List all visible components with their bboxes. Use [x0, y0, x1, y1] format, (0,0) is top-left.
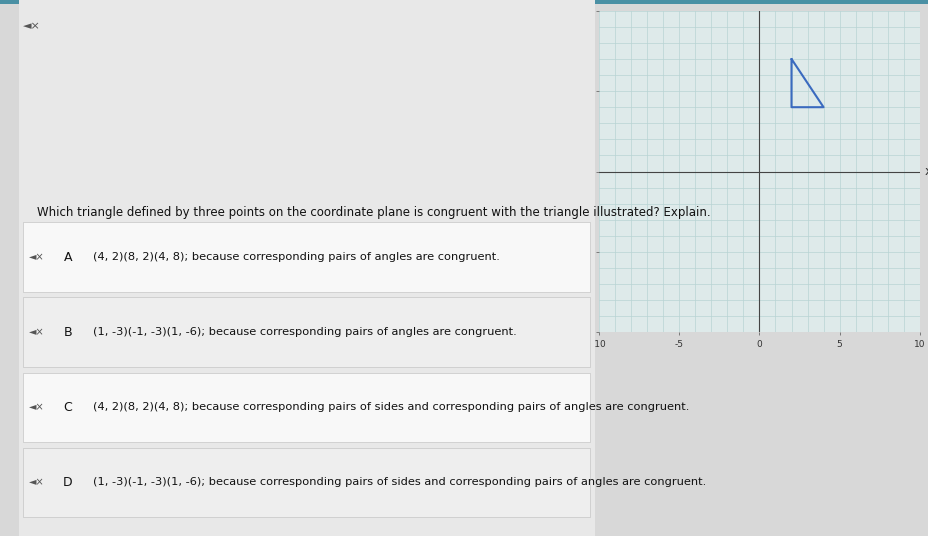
Text: ◄×: ◄×	[30, 252, 45, 262]
Text: (1, -3)(-1, -3)(1, -6); because corresponding pairs of sides and corresponding p: (1, -3)(-1, -3)(1, -6); because correspo…	[93, 478, 705, 487]
Text: A: A	[63, 251, 72, 264]
Text: (4, 2)(8, 2)(4, 8); because corresponding pairs of sides and corresponding pairs: (4, 2)(8, 2)(4, 8); because correspondin…	[93, 403, 689, 412]
Text: ◄×: ◄×	[23, 21, 41, 32]
Text: (4, 2)(8, 2)(4, 8); because corresponding pairs of angles are congruent.: (4, 2)(8, 2)(4, 8); because correspondin…	[93, 252, 499, 262]
Text: ◄×: ◄×	[30, 478, 45, 487]
Text: D: D	[63, 476, 72, 489]
Text: ◄×: ◄×	[30, 327, 45, 337]
Text: (1, -3)(-1, -3)(1, -6); because corresponding pairs of angles are congruent.: (1, -3)(-1, -3)(1, -6); because correspo…	[93, 327, 516, 337]
Text: y: y	[755, 0, 762, 1]
Text: C: C	[63, 401, 72, 414]
Text: x: x	[923, 165, 928, 178]
Text: Which triangle defined by three points on the coordinate plane is congruent with: Which triangle defined by three points o…	[37, 206, 710, 219]
Text: B: B	[63, 326, 72, 339]
Text: ◄×: ◄×	[30, 403, 45, 412]
